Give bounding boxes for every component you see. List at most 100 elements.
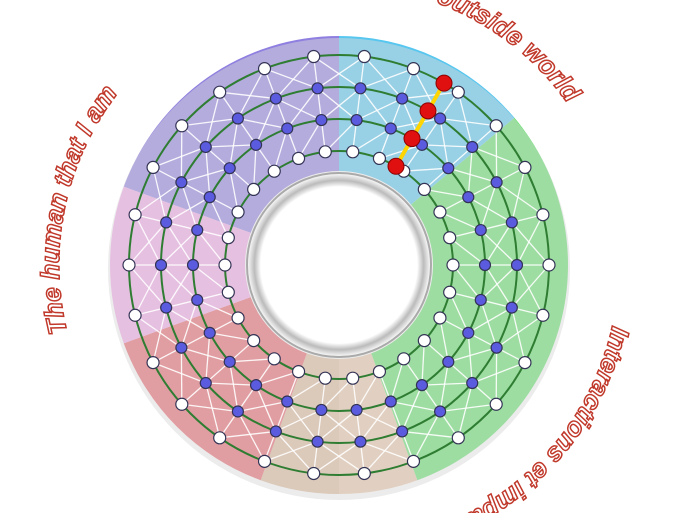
node-ring1-18[interactable] xyxy=(270,93,281,104)
node-ring3-14[interactable] xyxy=(222,232,234,244)
highlighted-node-0[interactable] xyxy=(436,75,452,91)
node-ring2-23[interactable] xyxy=(443,163,454,174)
node-ring3-8[interactable] xyxy=(293,366,305,378)
node-ring0-17[interactable] xyxy=(214,86,226,98)
node-ring1-16[interactable] xyxy=(200,141,211,152)
node-ring2-14[interactable] xyxy=(192,225,203,236)
node-ring0-22[interactable] xyxy=(452,86,464,98)
node-ring3-15[interactable] xyxy=(232,206,244,218)
node-ring3-2[interactable] xyxy=(434,312,446,324)
node-ring3-9[interactable] xyxy=(268,353,280,365)
node-ring2-5[interactable] xyxy=(385,396,396,407)
node-ring2-25[interactable] xyxy=(475,225,486,236)
node-ring1-9[interactable] xyxy=(232,406,243,417)
node-ring2-11[interactable] xyxy=(204,327,215,338)
node-ring1-10[interactable] xyxy=(200,378,211,389)
node-ring2-16[interactable] xyxy=(224,163,235,174)
node-ring0-16[interactable] xyxy=(176,120,188,132)
node-ring1-4[interactable] xyxy=(435,406,446,417)
node-ring0-11[interactable] xyxy=(147,357,159,369)
node-ring3-5[interactable] xyxy=(373,366,385,378)
node-ring0-25[interactable] xyxy=(537,209,549,221)
node-ring1-25[interactable] xyxy=(506,217,517,228)
node-ring2-20[interactable] xyxy=(351,115,362,126)
node-ring0-24[interactable] xyxy=(519,161,531,173)
node-ring1-22[interactable] xyxy=(435,113,446,124)
node-ring2-9[interactable] xyxy=(251,380,262,391)
node-ring3-24[interactable] xyxy=(434,206,446,218)
node-ring1-1[interactable] xyxy=(506,302,517,313)
node-ring0-10[interactable] xyxy=(176,398,188,410)
node-ring2-2[interactable] xyxy=(463,327,474,338)
node-ring3-17[interactable] xyxy=(268,165,280,177)
node-ring3-1[interactable] xyxy=(444,286,456,298)
node-ring3-7[interactable] xyxy=(319,372,331,384)
node-ring2-12[interactable] xyxy=(192,294,203,305)
node-ring3-19[interactable] xyxy=(319,146,331,158)
node-ring1-15[interactable] xyxy=(176,177,187,188)
node-ring3-6[interactable] xyxy=(347,372,359,384)
node-ring0-6[interactable] xyxy=(358,467,370,479)
node-ring1-7[interactable] xyxy=(312,436,323,447)
node-ring1-0[interactable] xyxy=(512,260,523,271)
node-ring0-14[interactable] xyxy=(129,209,141,221)
node-ring1-23[interactable] xyxy=(467,141,478,152)
node-ring0-19[interactable] xyxy=(308,51,320,63)
node-ring3-10[interactable] xyxy=(248,335,260,347)
node-ring3-20[interactable] xyxy=(347,146,359,158)
node-ring2-18[interactable] xyxy=(282,123,293,134)
node-ring0-2[interactable] xyxy=(519,357,531,369)
node-ring3-18[interactable] xyxy=(293,152,305,164)
node-ring3-12[interactable] xyxy=(222,286,234,298)
node-ring2-19[interactable] xyxy=(316,115,327,126)
node-ring0-5[interactable] xyxy=(407,455,419,467)
node-ring0-9[interactable] xyxy=(214,432,226,444)
node-ring3-25[interactable] xyxy=(444,232,456,244)
node-ring2-4[interactable] xyxy=(416,380,427,391)
node-ring1-13[interactable] xyxy=(156,260,167,271)
node-ring1-11[interactable] xyxy=(176,342,187,353)
node-ring0-21[interactable] xyxy=(407,63,419,75)
node-ring0-13[interactable] xyxy=(123,259,135,271)
node-ring0-12[interactable] xyxy=(129,309,141,321)
node-ring1-24[interactable] xyxy=(491,177,502,188)
node-ring3-11[interactable] xyxy=(232,312,244,324)
node-ring3-4[interactable] xyxy=(398,353,410,365)
node-ring0-1[interactable] xyxy=(537,309,549,321)
node-ring0-23[interactable] xyxy=(490,120,502,132)
node-ring2-24[interactable] xyxy=(463,192,474,203)
node-ring1-2[interactable] xyxy=(491,342,502,353)
node-ring0-3[interactable] xyxy=(490,398,502,410)
node-ring1-21[interactable] xyxy=(397,93,408,104)
node-ring1-8[interactable] xyxy=(270,426,281,437)
node-ring3-3[interactable] xyxy=(418,335,430,347)
node-ring2-3[interactable] xyxy=(443,356,454,367)
node-ring3-21[interactable] xyxy=(373,152,385,164)
node-ring1-20[interactable] xyxy=(355,83,366,94)
node-ring0-8[interactable] xyxy=(259,455,271,467)
node-ring0-4[interactable] xyxy=(452,432,464,444)
node-ring1-19[interactable] xyxy=(312,83,323,94)
node-ring2-7[interactable] xyxy=(316,404,327,415)
node-ring3-13[interactable] xyxy=(219,259,231,271)
node-ring2-21[interactable] xyxy=(385,123,396,134)
node-ring0-18[interactable] xyxy=(259,63,271,75)
node-ring2-0[interactable] xyxy=(480,260,491,271)
node-ring2-10[interactable] xyxy=(224,356,235,367)
node-ring1-5[interactable] xyxy=(397,426,408,437)
node-ring2-1[interactable] xyxy=(475,294,486,305)
node-ring2-13[interactable] xyxy=(188,260,199,271)
node-ring0-15[interactable] xyxy=(147,161,159,173)
node-ring1-6[interactable] xyxy=(355,436,366,447)
node-ring1-3[interactable] xyxy=(467,378,478,389)
node-ring2-15[interactable] xyxy=(204,192,215,203)
node-ring1-17[interactable] xyxy=(232,113,243,124)
node-ring3-23[interactable] xyxy=(418,183,430,195)
node-ring0-20[interactable] xyxy=(358,51,370,63)
highlighted-node-1[interactable] xyxy=(420,103,436,119)
node-ring2-8[interactable] xyxy=(282,396,293,407)
node-ring0-7[interactable] xyxy=(308,467,320,479)
highlighted-node-2[interactable] xyxy=(404,131,420,147)
node-ring2-17[interactable] xyxy=(251,139,262,150)
node-ring3-0[interactable] xyxy=(447,259,459,271)
